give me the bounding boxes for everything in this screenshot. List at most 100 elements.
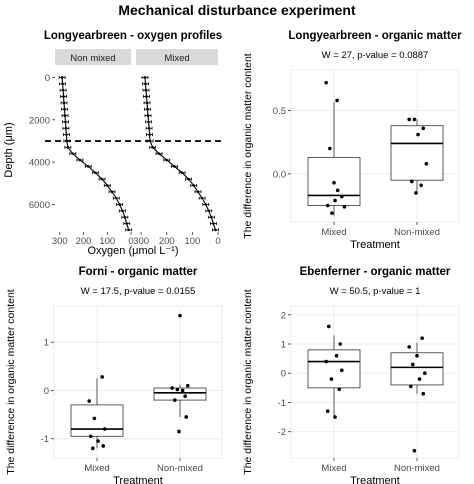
data-point <box>424 161 429 166</box>
figure-title: Mechanical disturbance experiment <box>118 2 356 18</box>
data-point <box>123 215 127 219</box>
data-point <box>114 196 118 200</box>
data-point <box>118 203 121 206</box>
data-point <box>324 359 328 364</box>
data-point <box>110 190 114 194</box>
data-point <box>180 171 184 175</box>
chart-subtitle: W = 50.5, p-value = 1 <box>330 286 421 297</box>
data-point <box>147 126 151 130</box>
data-point <box>178 313 182 318</box>
y-tick-label: 0 <box>45 73 50 84</box>
facet-label: Mixed <box>164 53 189 64</box>
data-point <box>421 391 426 396</box>
y-axis-label: Depth (μm) <box>3 122 15 177</box>
y-axis-label: The difference in organic matter content <box>242 53 254 238</box>
data-point <box>196 190 200 194</box>
data-point <box>332 180 336 185</box>
data-point <box>204 203 207 206</box>
x-tick-label: 100 <box>184 236 200 247</box>
data-point <box>412 448 417 453</box>
data-point <box>411 362 415 367</box>
data-point <box>420 336 424 340</box>
facet-label: Non mixed <box>70 53 115 64</box>
y-tick-label: 0 <box>281 369 286 380</box>
data-point <box>329 377 334 381</box>
data-point <box>94 171 97 175</box>
data-point <box>340 194 344 199</box>
x-tick-label: Mixed <box>84 463 109 474</box>
x-axis-label: Oxygen (μmol L⁻¹) <box>88 245 179 257</box>
data-point <box>151 146 154 149</box>
chart-subtitle: W = 27, p-value = 0.0887 <box>322 50 429 61</box>
y-tick-label: 4000 <box>29 158 50 169</box>
data-point <box>338 342 343 346</box>
chart-title: Longyearbreen - organic matter <box>288 30 462 42</box>
data-point <box>157 152 161 155</box>
y-tick-label: 6000 <box>29 200 50 211</box>
x-tick-label: Mixed <box>321 463 346 474</box>
y-tick-label: -1 <box>41 434 49 445</box>
data-point <box>423 371 427 376</box>
data-point <box>335 98 339 103</box>
data-point <box>170 386 174 390</box>
data-point <box>410 179 414 184</box>
data-point <box>144 82 147 86</box>
chart-title: Forni - organic matter <box>79 266 198 278</box>
data-point <box>325 409 330 414</box>
data-point <box>87 399 91 403</box>
data-point <box>64 120 67 124</box>
data-point <box>210 215 213 219</box>
y-tick-label: 1 <box>44 338 49 349</box>
data-point <box>103 427 107 431</box>
y-tick-label: -1 <box>278 398 286 409</box>
data-point <box>100 177 104 181</box>
data-point <box>212 222 215 225</box>
data-point <box>415 353 419 358</box>
data-point <box>177 429 181 434</box>
box <box>307 156 361 206</box>
data-point <box>421 126 426 131</box>
data-point <box>62 101 66 105</box>
chart-title: Ebenferner - organic matter <box>300 266 451 278</box>
data-point <box>146 114 150 117</box>
data-point <box>61 88 65 92</box>
data-point <box>330 211 334 215</box>
x-axis-label: Treatment <box>350 475 400 484</box>
box <box>307 349 361 389</box>
forni-om-panel: Forni - organic matter W = 17.5, p-value … <box>5 266 223 484</box>
data-point <box>335 188 340 193</box>
data-point <box>60 76 64 79</box>
data-point <box>417 377 422 381</box>
data-point <box>100 375 104 379</box>
profile-line <box>144 77 216 231</box>
data-point <box>419 183 423 188</box>
y-axis-label: The difference in organic matter content <box>242 289 254 474</box>
data-point <box>186 383 190 388</box>
data-point <box>145 101 149 105</box>
y-tick-label: 0 <box>44 386 49 397</box>
box <box>70 404 124 437</box>
data-point <box>340 368 344 373</box>
chart-title: Longyearbreen - oxygen profiles <box>44 30 222 42</box>
x-tick-label: 300 <box>52 236 68 247</box>
data-point <box>78 158 82 162</box>
data-point <box>334 353 339 358</box>
data-point <box>64 126 68 130</box>
data-point <box>63 114 67 117</box>
data-point <box>86 165 90 168</box>
data-point <box>91 446 95 451</box>
data-point <box>144 88 148 92</box>
data-point <box>121 209 124 213</box>
data-point <box>192 184 195 187</box>
data-point <box>214 228 217 232</box>
y-tick-label: 2 <box>281 310 286 321</box>
data-point <box>92 416 97 421</box>
x-tick-label: 300 <box>133 236 149 247</box>
data-point <box>407 345 411 349</box>
data-point <box>408 384 413 389</box>
box <box>390 352 444 386</box>
data-point <box>184 415 189 419</box>
data-point <box>127 228 130 232</box>
x-axis-label: Treatment <box>350 239 400 251</box>
